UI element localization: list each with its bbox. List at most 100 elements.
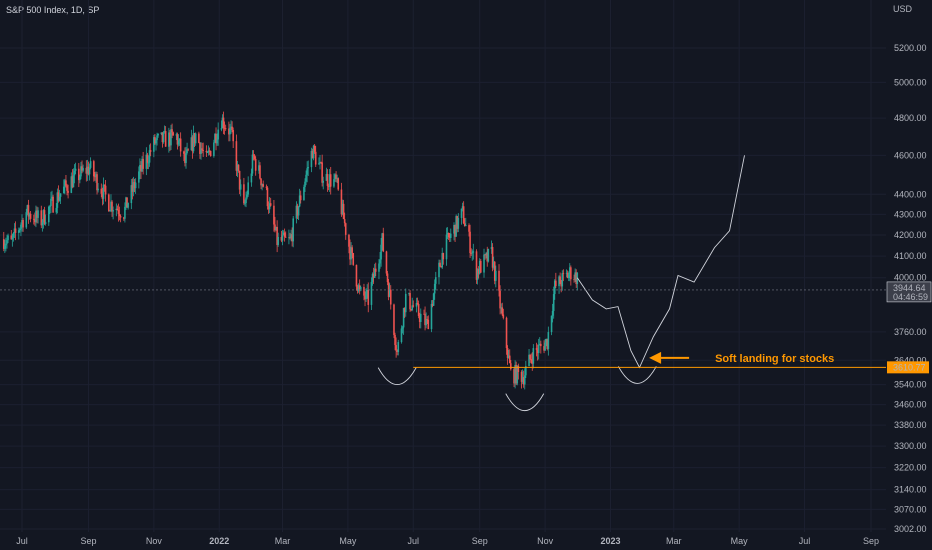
candle <box>153 134 155 158</box>
candle <box>125 196 127 211</box>
candle <box>231 121 233 133</box>
candle <box>520 370 523 389</box>
candle <box>335 171 337 183</box>
candle <box>538 337 541 346</box>
candle <box>103 184 106 192</box>
candle <box>303 184 305 201</box>
candle <box>516 365 519 386</box>
candle <box>540 340 542 354</box>
candle <box>34 212 36 226</box>
candle <box>164 126 167 147</box>
price-tick-label: 3140.00 <box>894 485 927 495</box>
candle <box>36 206 38 224</box>
candle <box>544 338 546 351</box>
candle <box>72 168 75 188</box>
price-tick-label: 3300.00 <box>894 441 927 451</box>
candle <box>397 339 400 356</box>
candle <box>546 338 549 351</box>
candle <box>6 234 8 249</box>
candle <box>161 132 164 148</box>
candle <box>228 121 230 142</box>
candle <box>138 166 140 189</box>
candle <box>510 360 512 371</box>
candle <box>50 191 52 213</box>
candle <box>485 251 487 259</box>
candle <box>44 214 47 226</box>
candle <box>536 344 539 361</box>
candle <box>274 216 276 233</box>
candle <box>281 229 284 246</box>
candle <box>341 199 344 216</box>
candle <box>311 148 314 159</box>
candle <box>498 264 500 297</box>
candle <box>259 162 261 180</box>
candle <box>186 142 188 155</box>
candle <box>423 309 425 315</box>
price-tick-label: 4400.00 <box>894 189 927 199</box>
candle <box>471 249 474 261</box>
candle <box>365 288 367 302</box>
candle <box>403 307 406 318</box>
candle <box>66 183 68 196</box>
candle <box>456 215 459 233</box>
candle <box>239 179 242 197</box>
candle <box>562 269 565 282</box>
candle <box>85 160 88 182</box>
candle <box>156 132 158 146</box>
candle <box>230 120 232 134</box>
candle <box>438 259 440 285</box>
candle <box>243 177 245 205</box>
price-badge-countdown: 04:46:59 <box>893 292 928 302</box>
candle <box>247 176 249 197</box>
candle <box>449 228 452 242</box>
candle <box>155 138 157 151</box>
candle <box>351 245 353 259</box>
candle <box>104 180 107 202</box>
candle <box>132 176 135 197</box>
candle <box>547 326 550 356</box>
candle <box>380 237 382 267</box>
candle <box>170 124 172 151</box>
candle <box>297 206 300 220</box>
price-tick-label: 3760.00 <box>894 327 927 337</box>
candle <box>440 265 442 268</box>
price-axis-bg <box>886 0 932 550</box>
time-tick-label: 2022 <box>209 536 229 546</box>
price-tick-label: 3540.00 <box>894 380 927 390</box>
candle <box>201 142 203 154</box>
price-tick-label: 4200.00 <box>894 230 927 240</box>
candle <box>560 279 563 293</box>
candle <box>198 131 200 144</box>
candle <box>258 160 260 174</box>
arrow-left-icon <box>649 351 662 364</box>
candle <box>364 291 366 307</box>
candle <box>209 150 212 157</box>
candle <box>401 325 404 334</box>
grid <box>0 0 886 532</box>
candle <box>565 269 568 278</box>
candle <box>340 182 343 217</box>
candle <box>56 188 59 214</box>
candle <box>163 125 166 134</box>
candle <box>213 139 215 158</box>
annotation: Soft landing for stocks <box>649 351 834 365</box>
time-tick-label: Jul <box>799 536 811 546</box>
candle <box>352 252 355 266</box>
candle <box>342 199 345 220</box>
candle <box>306 161 308 183</box>
candle <box>322 176 325 190</box>
candle <box>11 233 14 247</box>
candle <box>5 237 7 252</box>
candle <box>93 159 95 182</box>
candle <box>260 178 262 190</box>
candle <box>187 148 189 152</box>
candle <box>96 171 98 195</box>
candle <box>567 271 570 282</box>
candle <box>530 353 532 364</box>
candle <box>202 142 204 157</box>
candle <box>64 178 66 195</box>
time-tick-label: Mar <box>666 536 682 546</box>
candle <box>131 178 134 200</box>
candle <box>214 132 216 143</box>
